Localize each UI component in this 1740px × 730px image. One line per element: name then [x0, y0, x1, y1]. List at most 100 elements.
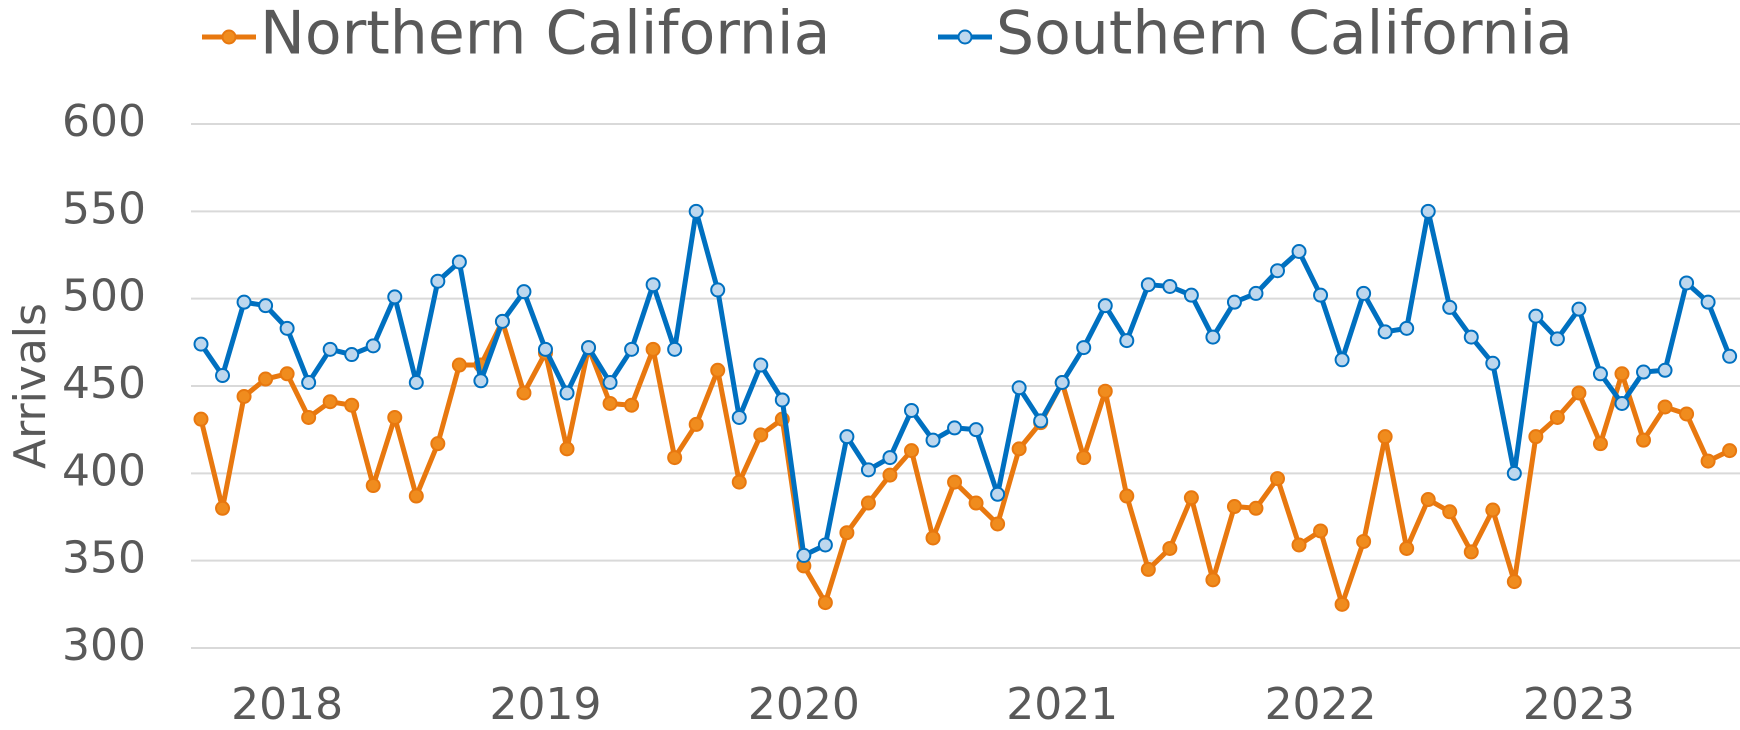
data-point — [1183, 287, 1199, 303]
data-point — [1592, 436, 1608, 452]
data-point — [559, 441, 575, 457]
data-point — [667, 450, 683, 466]
y-tick-label: 550 — [62, 183, 146, 234]
data-point — [1356, 285, 1372, 301]
data-point — [1011, 380, 1027, 396]
data-point — [1226, 499, 1242, 515]
data-point — [1571, 301, 1587, 317]
data-point — [1162, 278, 1178, 294]
data-point — [1463, 329, 1479, 345]
data-point — [1291, 537, 1307, 553]
data-point — [1205, 572, 1221, 588]
data-point — [1334, 352, 1350, 368]
data-point — [1054, 375, 1070, 391]
data-point — [1399, 320, 1415, 336]
data-point — [451, 254, 467, 270]
data-point — [1571, 385, 1587, 401]
data-point — [817, 595, 833, 611]
data-point — [1420, 203, 1436, 219]
data-point — [1592, 366, 1608, 382]
data-point — [990, 486, 1006, 502]
data-point — [1033, 413, 1049, 429]
data-point — [947, 420, 963, 436]
y-tick-label: 500 — [62, 271, 146, 322]
data-point — [774, 392, 790, 408]
data-point — [1463, 544, 1479, 560]
data-point — [473, 373, 489, 389]
y-tick-label: 450 — [62, 358, 146, 409]
x-tick-label: 2019 — [489, 679, 601, 730]
data-point — [1442, 299, 1458, 315]
data-point — [1722, 443, 1738, 459]
data-point — [1528, 429, 1544, 445]
data-point — [279, 366, 295, 382]
data-point — [839, 525, 855, 541]
data-point — [1657, 399, 1673, 415]
data-point — [667, 341, 683, 357]
data-point — [1270, 263, 1285, 279]
data-point — [1140, 561, 1156, 577]
data-point — [1205, 329, 1221, 345]
data-point — [408, 375, 424, 391]
data-point — [1549, 409, 1565, 425]
data-point — [860, 462, 876, 478]
y-tick-label: 350 — [62, 533, 146, 584]
data-point — [1377, 324, 1393, 340]
data-point — [1614, 366, 1630, 382]
data-point — [903, 443, 919, 459]
data-point — [731, 474, 747, 490]
data-point — [258, 298, 274, 314]
data-point — [1722, 348, 1738, 364]
data-point — [258, 371, 274, 387]
data-point — [753, 427, 769, 443]
data-point — [753, 357, 769, 373]
y-tick-label: 600 — [62, 96, 146, 147]
data-point — [408, 488, 424, 504]
data-point — [1528, 308, 1544, 324]
data-point — [1700, 453, 1716, 469]
series-line — [198, 318, 1731, 607]
data-point — [387, 289, 403, 305]
data-point — [1313, 523, 1329, 539]
data-point — [1356, 533, 1372, 549]
data-point — [1270, 471, 1285, 487]
data-point — [516, 284, 532, 300]
data-point — [990, 516, 1006, 532]
y-tick-label: 300 — [62, 620, 146, 671]
x-tick-label: 2020 — [748, 679, 860, 730]
data-point — [710, 362, 726, 378]
data-point — [1313, 287, 1329, 303]
data-point — [365, 478, 381, 494]
data-point — [1097, 383, 1113, 399]
data-point — [430, 273, 446, 289]
data-point — [1140, 277, 1156, 293]
data-point — [1377, 429, 1393, 445]
x-tick-label: 2018 — [231, 679, 343, 730]
data-point — [688, 203, 704, 219]
data-point — [624, 341, 640, 357]
x-tick-label: 2021 — [1006, 679, 1118, 730]
data-point — [215, 368, 231, 384]
data-point — [796, 547, 812, 563]
data-point — [430, 436, 446, 452]
series-line — [198, 208, 1732, 558]
data-point — [1334, 596, 1350, 612]
y-axis-title: Arrivals — [5, 303, 56, 469]
legend: Northern California Southern California — [202, 0, 1573, 69]
data-point — [344, 397, 360, 413]
data-point — [1183, 490, 1199, 506]
x-tick-label: 2023 — [1523, 679, 1635, 730]
plot — [193, 203, 1738, 612]
data-point — [537, 341, 553, 357]
data-point — [602, 395, 618, 411]
data-point — [710, 282, 726, 298]
data-point — [1636, 432, 1652, 448]
data-point — [1679, 406, 1695, 422]
data-point — [1506, 465, 1522, 481]
data-point — [731, 409, 747, 425]
data-point — [882, 450, 898, 466]
data-point — [193, 336, 209, 352]
data-point — [882, 467, 898, 483]
y-tick-label: 400 — [62, 445, 146, 496]
